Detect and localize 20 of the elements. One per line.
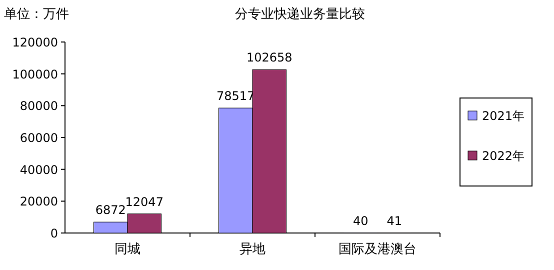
y-tick-label: 60000	[20, 131, 58, 145]
legend-label: 2022年	[482, 149, 525, 163]
data-label: 6872	[95, 203, 126, 218]
y-tick-label: 120000	[12, 36, 58, 50]
y-tick-label: 20000	[20, 194, 58, 209]
text: 单位：万件	[4, 7, 69, 22]
x-tick-label: 同城	[114, 242, 140, 257]
y-tick-label: 0	[50, 226, 58, 240]
data-label: 78517	[216, 89, 255, 104]
data-label: 102658	[246, 50, 292, 65]
y-tick-label: 100000	[12, 67, 58, 82]
data-label: 41	[386, 214, 402, 228]
legend-label: 2021年	[482, 109, 525, 123]
x-tick-label: 国际及港澳台	[338, 242, 416, 257]
y-tick-label: 40000	[20, 162, 58, 177]
data-label: 12047	[125, 194, 164, 209]
chart-title: 分专业快递业务量比较	[235, 7, 365, 22]
x-tick-label: 异地	[240, 242, 266, 257]
data-label: 40	[352, 214, 368, 228]
y-tick-label: 80000	[20, 99, 58, 114]
